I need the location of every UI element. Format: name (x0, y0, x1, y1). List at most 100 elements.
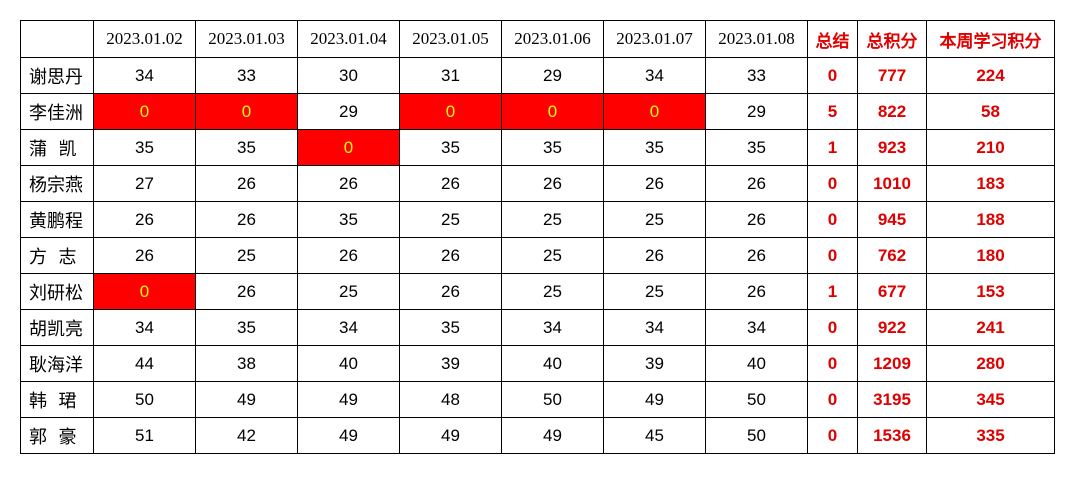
score-cell: 677 (857, 273, 927, 310)
score-cell: 25 (297, 273, 400, 310)
score-cell: 1 (807, 273, 858, 310)
header-cell: 2023.01.07 (603, 20, 706, 58)
score-cell: 39 (399, 345, 502, 382)
score-cell: 45 (603, 417, 706, 454)
score-cell: 26 (705, 273, 808, 310)
data-row: 黄鹏程 26 26 35 25 25 25 26 0 945 188 (20, 201, 1055, 238)
score-cell: 44 (93, 345, 196, 382)
score-cell: 25 (501, 237, 604, 274)
name-cell: 耿海洋 (20, 345, 94, 382)
score-cell: 35 (297, 201, 400, 238)
score-cell: 39 (603, 345, 706, 382)
name-cell: 韩 珺 (20, 381, 94, 418)
name-cell: 郭 豪 (20, 417, 94, 454)
score-cell: 30 (297, 57, 400, 94)
score-cell: 48 (399, 381, 502, 418)
score-cell: 34 (297, 309, 400, 346)
score-cell: 26 (195, 201, 298, 238)
score-cell: 777 (857, 57, 927, 94)
score-cell: 35 (603, 129, 706, 166)
score-cell: 49 (501, 417, 604, 454)
score-cell: 38 (195, 345, 298, 382)
score-cell: 5 (807, 93, 858, 130)
score-cell: 40 (297, 345, 400, 382)
score-cell: 35 (93, 129, 196, 166)
score-cell: 26 (501, 165, 604, 202)
header-cell: 2023.01.04 (297, 20, 400, 58)
score-cell: 26 (195, 273, 298, 310)
score-cell: 26 (297, 237, 400, 274)
score-cell: 26 (399, 165, 502, 202)
score-cell: 25 (501, 273, 604, 310)
score-cell: 180 (926, 237, 1055, 274)
score-cell: 29 (501, 57, 604, 94)
score-cell: 26 (297, 165, 400, 202)
score-cell: 0 (603, 93, 706, 130)
score-cell: 335 (926, 417, 1055, 454)
score-cell: 210 (926, 129, 1055, 166)
header-row: 2023.01.02 2023.01.03 2023.01.04 2023.01.05… (20, 20, 1055, 58)
score-cell: 0 (93, 93, 196, 130)
header-cell: 2023.01.08 (705, 20, 808, 58)
score-cell: 822 (857, 93, 927, 130)
score-cell: 49 (195, 381, 298, 418)
score-cell: 0 (807, 201, 858, 238)
score-cell: 49 (399, 417, 502, 454)
score-cell: 224 (926, 57, 1055, 94)
score-cell: 29 (297, 93, 400, 130)
score-cell: 51 (93, 417, 196, 454)
score-cell: 0 (807, 417, 858, 454)
score-cell: 50 (501, 381, 604, 418)
score-cell: 34 (93, 309, 196, 346)
score-cell: 29 (705, 93, 808, 130)
score-cell: 0 (807, 381, 858, 418)
data-row: 蒲 凯 35 35 0 35 35 35 35 1 923 210 (20, 129, 1055, 166)
score-cell: 26 (705, 165, 808, 202)
score-cell: 34 (501, 309, 604, 346)
score-cell: 40 (501, 345, 604, 382)
score-cell: 345 (926, 381, 1055, 418)
score-cell: 0 (807, 309, 858, 346)
score-cell: 923 (857, 129, 927, 166)
score-cell: 0 (297, 129, 400, 166)
score-cell: 50 (705, 417, 808, 454)
score-table: 2023.01.02 2023.01.03 2023.01.04 2023.01.05… (20, 20, 1055, 454)
score-cell: 34 (93, 57, 196, 94)
score-cell: 26 (705, 237, 808, 274)
score-cell: 3195 (857, 381, 927, 418)
score-cell: 42 (195, 417, 298, 454)
score-cell: 35 (501, 129, 604, 166)
score-cell: 241 (926, 309, 1055, 346)
header-cell: 2023.01.05 (399, 20, 502, 58)
score-cell: 922 (857, 309, 927, 346)
score-cell: 188 (926, 201, 1055, 238)
score-cell: 0 (807, 165, 858, 202)
score-cell: 58 (926, 93, 1055, 130)
score-cell: 25 (603, 273, 706, 310)
data-row: 杨宗燕 27 26 26 26 26 26 26 0 1010 183 (20, 165, 1055, 202)
score-cell: 49 (603, 381, 706, 418)
name-cell: 杨宗燕 (20, 165, 94, 202)
score-cell: 0 (93, 273, 196, 310)
score-cell: 35 (195, 309, 298, 346)
header-cell (20, 20, 94, 58)
score-cell: 26 (93, 201, 196, 238)
score-cell: 0 (807, 345, 858, 382)
header-cell: 2023.01.03 (195, 20, 298, 58)
header-cell: 总结 (807, 20, 858, 58)
score-cell: 35 (399, 129, 502, 166)
score-cell: 34 (603, 309, 706, 346)
score-cell: 35 (705, 129, 808, 166)
name-cell: 黄鹏程 (20, 201, 94, 238)
name-cell: 谢思丹 (20, 57, 94, 94)
data-row: 郭 豪 51 42 49 49 49 45 50 0 1536 335 (20, 417, 1055, 454)
score-cell: 49 (297, 381, 400, 418)
score-cell: 40 (705, 345, 808, 382)
data-row: 谢思丹 34 33 30 31 29 34 33 0 777 224 (20, 57, 1055, 94)
score-cell: 34 (603, 57, 706, 94)
score-cell: 26 (603, 237, 706, 274)
score-cell: 26 (195, 165, 298, 202)
score-cell: 34 (705, 309, 808, 346)
score-cell: 49 (297, 417, 400, 454)
score-cell: 50 (93, 381, 196, 418)
